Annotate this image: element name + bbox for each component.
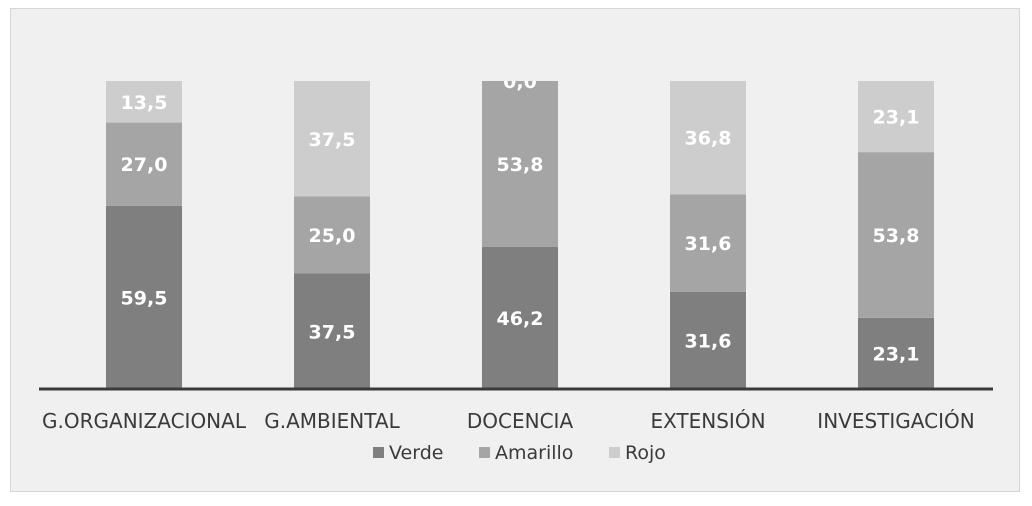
data-label-amarillo-3: 53,8 [497, 154, 544, 176]
chart-frame: 59,5 27,0 13,5 37,5 25,0 37,5 46,2 53,8 0,0 31,6 3… [10, 8, 1020, 492]
bar-segment-amarillo-1 [106, 122, 182, 206]
data-label-rojo-5: 23,1 [873, 107, 920, 129]
bar-segment-amarillo-2 [294, 196, 370, 274]
category-label-4: EXTENSIÓN [650, 409, 765, 433]
bar-segment-rojo-2 [294, 81, 370, 197]
legend-label-verde: Verde [389, 442, 443, 464]
category-label-2: G.AMBIENTAL [264, 409, 400, 433]
legend-swatch-rojo [609, 447, 620, 458]
data-label-amarillo-2: 25,0 [309, 225, 356, 247]
legend: Verde Amarillo Rojo [373, 442, 666, 464]
bar-segment-amarillo-3 [482, 81, 558, 247]
data-label-rojo-1: 13,5 [121, 92, 168, 114]
category-label-5: INVESTIGACIÓN [817, 409, 974, 433]
data-label-amarillo-1: 27,0 [121, 154, 168, 176]
legend-swatch-amarillo [479, 447, 490, 458]
stacked-bar-chart: 59,5 27,0 13,5 37,5 25,0 37,5 46,2 53,8 0,0 31,6 3… [39, 71, 993, 464]
bars-layer [106, 81, 934, 389]
bar-segment-rojo-5 [858, 81, 934, 153]
data-label-verde-2: 37,5 [309, 321, 356, 343]
legend-label-rojo: Rojo [625, 442, 666, 464]
data-label-rojo-4: 36,8 [685, 128, 732, 150]
data-label-verde-3: 46,2 [497, 308, 544, 330]
bar-segment-verde-3 [482, 246, 558, 389]
bar-segment-amarillo-4 [670, 194, 746, 292]
bar-segment-rojo-1 [106, 81, 182, 123]
data-label-rojo-2: 37,5 [309, 129, 356, 151]
data-label-verde-1: 59,5 [121, 287, 168, 309]
bar-segment-rojo-4 [670, 81, 746, 195]
bar-segment-amarillo-5 [858, 152, 934, 318]
data-label-verde-4: 31,6 [685, 330, 732, 352]
bar-segment-verde-1 [106, 205, 182, 389]
data-label-verde-5: 23,1 [873, 343, 920, 365]
category-label-1: G.ORGANIZACIONAL [42, 409, 247, 433]
bar-segment-verde-4 [670, 291, 746, 389]
bar-segment-verde-2 [294, 273, 370, 389]
data-label-rojo-3: 0,0 [503, 71, 537, 93]
data-label-amarillo-4: 31,6 [685, 233, 732, 255]
data-label-amarillo-5: 53,8 [873, 225, 920, 247]
legend-label-amarillo: Amarillo [495, 442, 573, 464]
data-labels-layer: 59,5 27,0 13,5 37,5 25,0 37,5 46,2 53,8 0,0 31,6 3… [121, 71, 920, 365]
legend-swatch-verde [373, 447, 384, 458]
category-label-3: DOCENCIA [467, 409, 574, 433]
category-labels-layer: G.ORGANIZACIONAL G.AMBIENTAL DOCENCIA EXTEN… [42, 409, 975, 433]
bar-segment-verde-5 [858, 317, 934, 389]
